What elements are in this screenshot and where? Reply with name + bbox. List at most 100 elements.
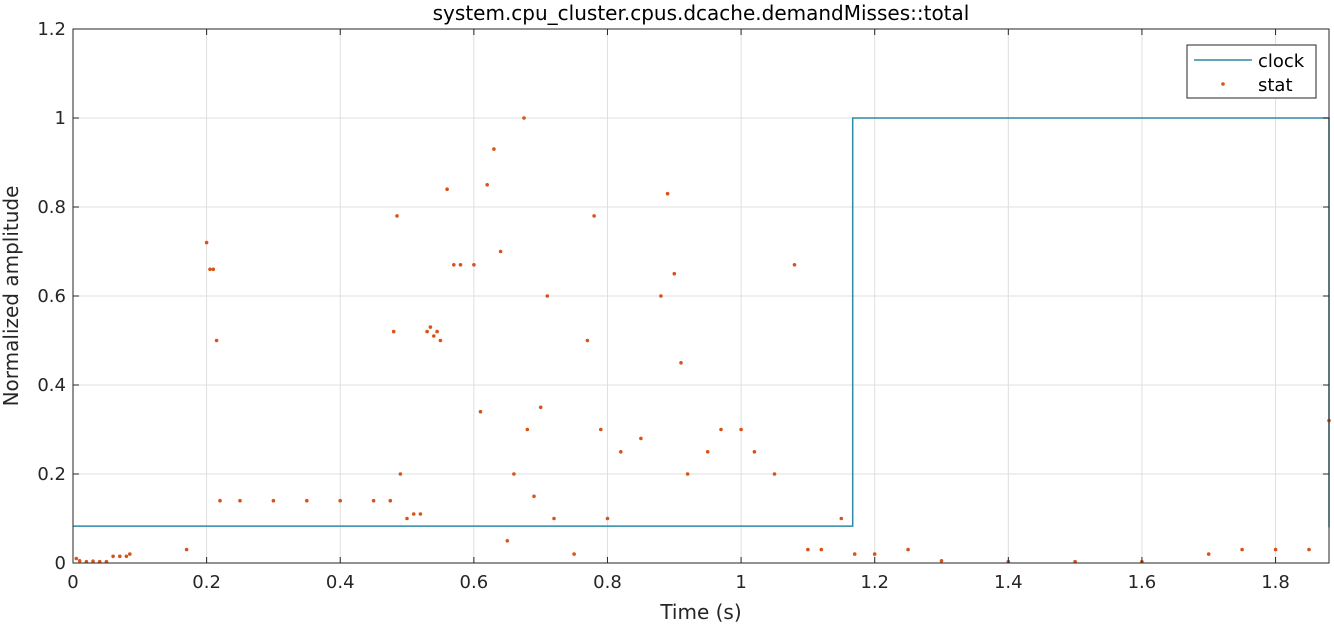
series-stat-point [238,498,242,503]
series-stat-point [74,556,79,561]
series-stat-point [525,427,530,432]
y-tick-label: 1 [55,108,66,129]
series-stat-point [839,516,844,521]
series-stat-point [852,552,857,556]
x-tick-label: 1.6 [1128,572,1157,593]
series-stat-point [425,329,429,334]
series-stat-point [739,427,743,432]
y-tick-label: 0 [55,553,66,574]
series-stat-point [418,512,423,516]
series-stat-point [204,240,209,245]
series-stat-point [214,338,219,343]
series-stat-point [1240,547,1244,552]
series-stat-point [772,472,777,476]
x-tick-label: 0.4 [326,572,355,593]
series-stat-point [391,329,396,334]
x-tick-label: 0.6 [460,572,489,593]
x-tick-label: 1.2 [860,572,889,593]
series-stat-point [552,516,556,521]
series-stat-point [538,405,543,410]
series-stat-point [599,427,603,432]
y-axis-label: Normalized amplitude [0,186,23,407]
series-stat-point [371,498,376,503]
series-stat-point [679,361,683,365]
series-stat-point [939,559,944,563]
x-tick-label: 0.2 [192,572,221,593]
series-stat-point [665,191,670,196]
series-stat-point [395,214,399,218]
series-stat-point [458,263,463,267]
legend-stat-label: stat [1258,75,1293,96]
series-stat-point [685,472,690,476]
series-stat-point [111,554,115,559]
series-stat-point [572,552,576,556]
series-stat-point [445,187,449,191]
series-stat-point [752,450,757,454]
series-stat-point [124,554,129,559]
series-stat-point [545,294,550,298]
series-stat-point [435,329,439,334]
legend-box [1186,44,1317,99]
series-stat-point [432,334,436,338]
series-stat-point [906,547,910,552]
series-stat-point [792,263,797,267]
series-stat-point [819,547,824,552]
series-stat-point [438,338,443,343]
series-stat-point [305,498,309,503]
series-stat-point [1307,547,1311,552]
series-stat-point [498,249,503,254]
chart-title: system.cpu_cluster.cpus.dcache.demandMis… [433,1,970,25]
y-tick-label: 1.2 [37,19,66,40]
series-stat-point [672,271,677,276]
series-stat-point [619,450,623,454]
legend: clock stat [1186,44,1317,99]
series-stat-point [639,436,643,441]
series-stat-point [428,325,433,329]
series-stat-point [659,294,663,298]
y-tick-label: 0.4 [37,375,66,396]
series-stat-point [208,267,212,272]
series-stat-point [492,147,496,151]
legend-stat-swatch [1221,82,1225,86]
series-stat-point [512,472,516,476]
legend-clock-label: clock [1258,51,1305,72]
series-stat-point [118,554,122,559]
series-stat-point [872,552,877,556]
y-tick-label: 0.6 [37,286,66,307]
series-stat-point [522,116,526,120]
series-stat-point [505,539,510,543]
series-stat-point [485,183,490,187]
series-stat-point [1206,552,1211,556]
series-stat-point [532,494,536,499]
series-stat-point [128,552,132,556]
series-stat-point [184,547,189,552]
series-stat-point [271,498,276,503]
series-stat-point [398,472,403,476]
series-stat-point [452,263,456,267]
x-tick-label: 1.8 [1261,572,1290,593]
series-stat-point [411,512,416,516]
series-stat-point [605,516,610,521]
x-tick-label: 1 [735,572,746,593]
series-stat-point [719,427,723,432]
series-stat-point [211,267,216,272]
series-stat-point [592,214,596,218]
x-tick-label: 0.8 [593,572,622,593]
x-tick-label: 1.4 [994,572,1023,593]
series-stat-point [478,409,483,414]
series-stat-point [405,516,409,521]
series-stat-point [338,498,343,503]
series-stat-point [1273,547,1278,552]
series-stat-point [472,263,476,267]
x-axis-label: Time (s) [659,600,741,624]
y-tick-label: 0.8 [37,197,66,218]
x-tick-label: 0 [67,572,78,593]
series-stat-point [77,559,82,563]
y-tick-label: 0.2 [37,464,66,485]
series-stat-point [218,498,222,503]
series-stat-point [806,547,810,552]
series-stat-point [585,338,590,343]
